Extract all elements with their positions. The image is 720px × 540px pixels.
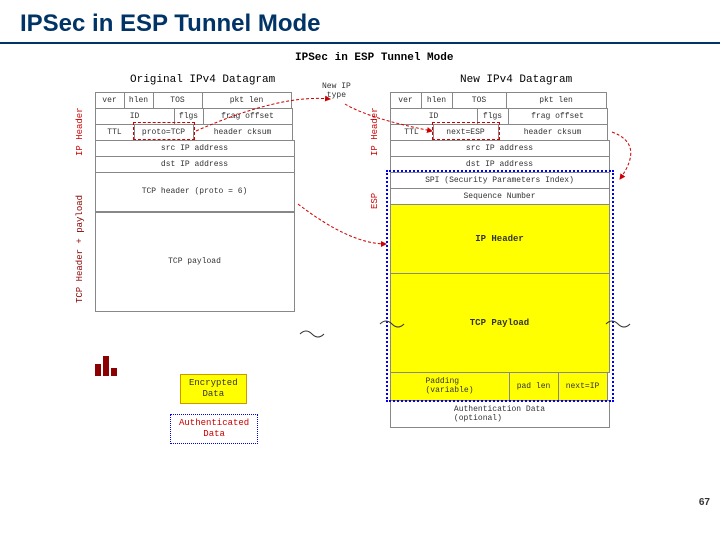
legend-encrypted: Encrypted Data [180, 374, 247, 404]
cell-tos: TOS [153, 92, 203, 109]
left-row1: ver hlen TOS pkt len [95, 92, 295, 108]
cell-ver: ver [95, 92, 125, 109]
right-datagram: ver hlen TOS pkt len ID flgs frag offset… [390, 92, 610, 428]
r-cell-frag: frag offset [508, 108, 608, 125]
cell-tcp-hdr: TCP header (proto = 6) [95, 172, 295, 212]
diagram-subtitle: IPSec in ESP Tunnel Mode [295, 52, 453, 64]
cell-src: src IP address [95, 140, 295, 157]
r-cell-spi: SPI (Security Parameters Index) [390, 172, 610, 189]
r-cell-id: ID [390, 108, 478, 125]
r-tcp-pl-yellow: TCP Payload [390, 273, 610, 373]
cell-tcp-pl: TCP payload [95, 212, 295, 312]
right-heading: New IPv4 Datagram [460, 74, 572, 86]
r-cell-ttl: TTL [390, 124, 434, 141]
cell-hlen: hlen [124, 92, 154, 109]
vlabel-ip-header-left: IP Header [75, 92, 85, 172]
vlabel-esp-right: ESP [370, 176, 380, 226]
left-row3: TTL proto=TCP header cksum [95, 124, 295, 140]
cell-pktlen: pkt len [202, 92, 292, 109]
r-padlen: pad len [509, 372, 559, 401]
left-row4: src IP address [95, 140, 295, 156]
r-auth: Authentication Data (optional) [390, 400, 610, 428]
r-cell-hlen: hlen [421, 92, 453, 109]
slide-title: IPSec in ESP Tunnel Mode [0, 0, 720, 38]
r-nextip: next=IP [558, 372, 608, 401]
r-cell-ver: ver [390, 92, 422, 109]
right-spi: SPI (Security Parameters Index) [390, 172, 610, 188]
vlabel-ip-header-right: IP Header [370, 92, 380, 172]
legend-authenticated: Authenticated Data [170, 414, 258, 444]
right-auth-row: Authentication Data (optional) [390, 400, 610, 428]
page-number: 67 [699, 497, 710, 508]
r-cell-flgs: flgs [477, 108, 509, 125]
new-ip-type-label: New IP type [322, 82, 351, 100]
r-cell-seq: Sequence Number [390, 188, 610, 205]
r-cell-dst: dst IP address [390, 156, 610, 173]
left-row2: ID flgs frag offset [95, 108, 295, 124]
cell-ttl: TTL [95, 124, 135, 141]
left-tcp-pl: TCP payload [95, 212, 295, 312]
right-row5: dst IP address [390, 156, 610, 172]
cell-flgs: flgs [174, 108, 204, 125]
r-cell-src: src IP address [390, 140, 610, 157]
cell-id: ID [95, 108, 175, 125]
left-datagram: ver hlen TOS pkt len ID flgs frag offset… [95, 92, 295, 312]
right-row4: src IP address [390, 140, 610, 156]
right-row2: ID flgs frag offset [390, 108, 610, 124]
r-cell-cksum: header cksum [498, 124, 608, 141]
cell-frag: frag offset [203, 108, 293, 125]
left-row5: dst IP address [95, 156, 295, 172]
right-pad-row: Padding (variable) pad len next=IP [390, 372, 610, 400]
vlabel-tcp-payload-left: TCP Header + payload [75, 179, 85, 319]
right-seq: Sequence Number [390, 188, 610, 204]
cell-cksum: header cksum [193, 124, 293, 141]
r-cell-pktlen: pkt len [506, 92, 607, 109]
r-cell-proto: next=ESP [433, 124, 499, 141]
right-row1: ver hlen TOS pkt len [390, 92, 610, 108]
diagram-area: IPSec in ESP Tunnel Mode Original IPv4 D… [0, 44, 720, 514]
left-heading: Original IPv4 Datagram [130, 74, 275, 86]
cell-dst: dst IP address [95, 156, 295, 173]
right-row3: TTL next=ESP header cksum [390, 124, 610, 140]
bar-logo-icon [95, 356, 117, 376]
left-tcp-hdr: TCP header (proto = 6) [95, 172, 295, 212]
r-ip-hdr-yellow: IP Header [390, 204, 610, 274]
r-padding: Padding (variable) [390, 372, 510, 401]
cell-proto: proto=TCP [134, 124, 194, 141]
r-cell-tos: TOS [452, 92, 507, 109]
